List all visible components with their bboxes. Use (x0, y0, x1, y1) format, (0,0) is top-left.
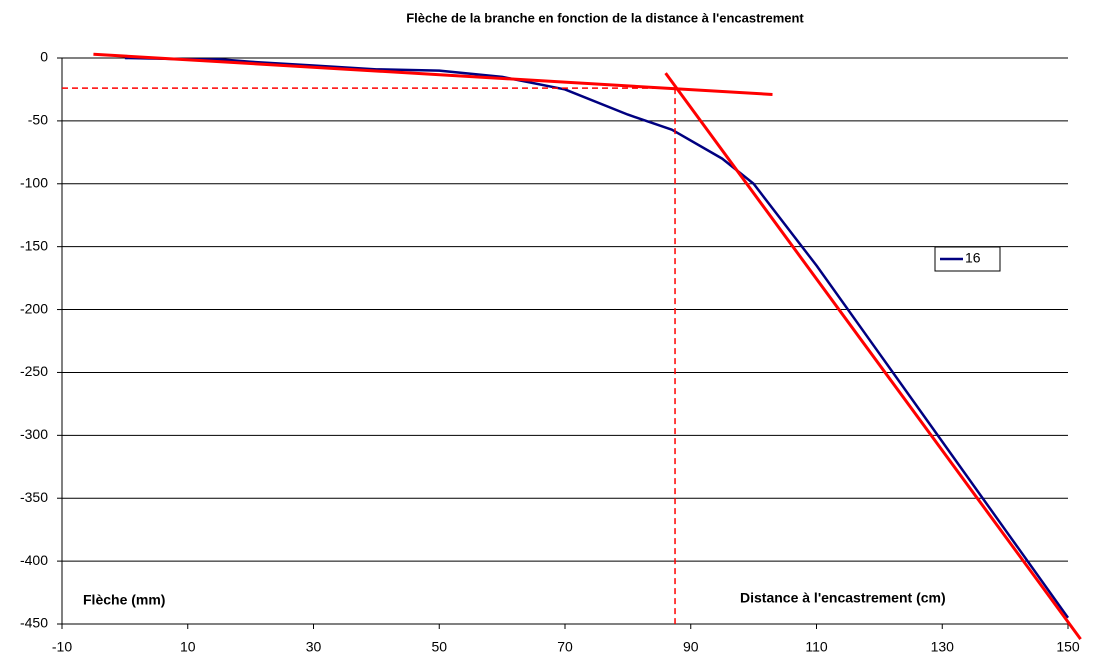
y-tick-label: -150 (20, 237, 48, 253)
y-tick-label: -350 (20, 489, 48, 505)
y-tick-label: 0 (40, 49, 48, 65)
tangent-line (93, 52, 773, 96)
tangent-line (664, 72, 1082, 640)
x-tick-label: 50 (431, 639, 447, 655)
y-tick-label: -450 (20, 615, 48, 631)
x-tick-label: -10 (52, 639, 72, 655)
series-line (124, 56, 1070, 619)
y-tick-label: -300 (20, 426, 48, 442)
y-tick-label: -50 (28, 112, 48, 128)
x-tick-label: 130 (931, 639, 955, 655)
x-tick-label: 30 (306, 639, 322, 655)
x-axis-label: Distance à l'encastrement (cm) (740, 590, 946, 606)
x-tick-label: 10 (180, 639, 196, 655)
y-tick-label: -200 (20, 300, 48, 316)
chart-title: Flèche de la branche en fonction de la d… (406, 10, 804, 25)
x-tick-label: 110 (805, 639, 828, 655)
x-tick-label: 70 (557, 639, 573, 655)
y-tick-label: -400 (20, 552, 48, 568)
y-tick-label: -250 (20, 363, 48, 379)
y-tick-label: -100 (20, 174, 48, 190)
x-tick-label: 150 (1056, 639, 1080, 655)
y-axis-label: Flèche (mm) (83, 592, 165, 608)
x-tick-label: 90 (683, 639, 699, 655)
legend-label: 16 (965, 250, 981, 266)
